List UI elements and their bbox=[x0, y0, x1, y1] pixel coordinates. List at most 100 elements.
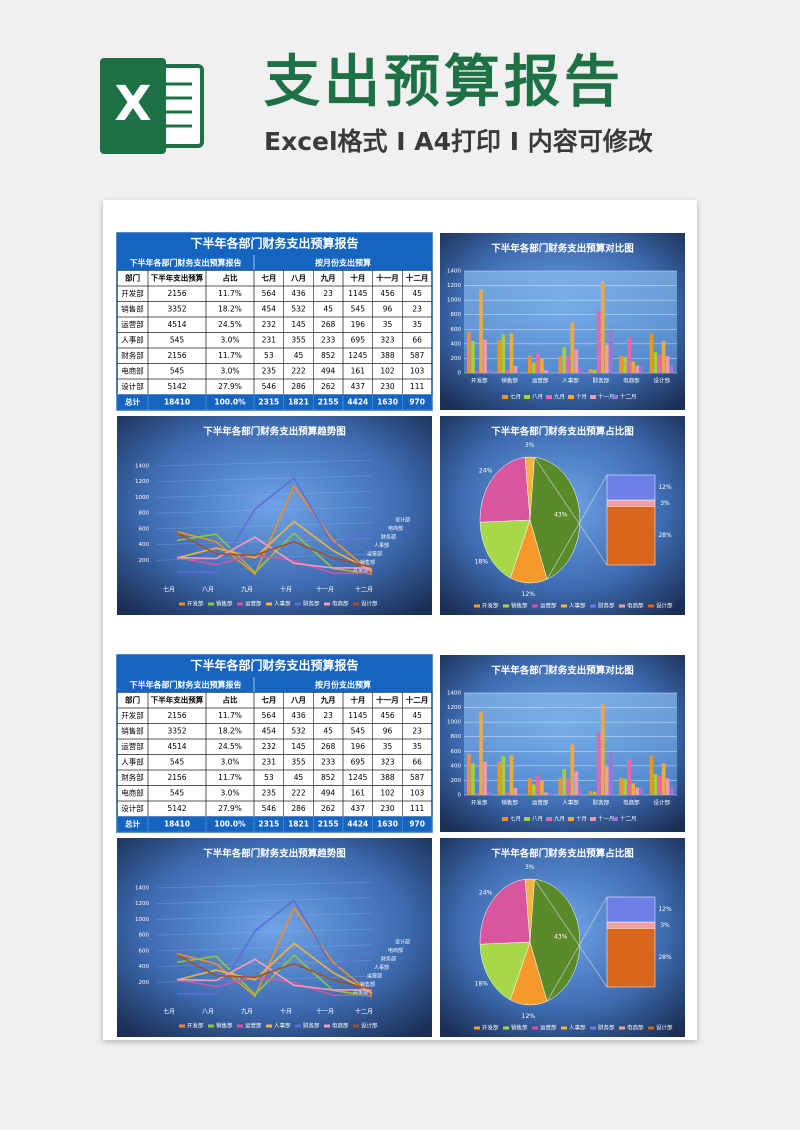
bar bbox=[517, 371, 522, 373]
chart-panel bbox=[117, 838, 432, 1037]
table-cell-text: 96 bbox=[383, 304, 393, 313]
depth-label: 电商部 bbox=[388, 947, 403, 954]
table-cell-text: 45 bbox=[323, 304, 333, 313]
bar bbox=[665, 778, 670, 795]
bar bbox=[467, 331, 471, 373]
excel-logo: X bbox=[100, 58, 204, 154]
legend-swatch bbox=[648, 1026, 654, 1030]
table-cell-text: 5142 bbox=[167, 382, 186, 391]
table-cell-text: 占比 bbox=[223, 694, 238, 704]
x-tick-label: 八月 bbox=[202, 587, 214, 594]
connector bbox=[546, 474, 608, 580]
table-cell-text: 2315 bbox=[258, 819, 279, 828]
table-cell-text: 2155 bbox=[318, 819, 339, 828]
table-cell-text: 2156 bbox=[167, 711, 186, 720]
legend-swatch bbox=[502, 817, 508, 821]
legend-swatch bbox=[208, 602, 214, 606]
bar bbox=[619, 355, 623, 373]
table-cell-text: 222 bbox=[291, 788, 306, 797]
table-cell-text: 24.5% bbox=[218, 742, 242, 751]
table-cell-text: 532 bbox=[291, 726, 306, 735]
connector bbox=[534, 457, 608, 566]
bar bbox=[635, 365, 640, 373]
bar-of-pie-segment bbox=[606, 474, 656, 501]
pie-label: 12% bbox=[522, 591, 536, 598]
bar bbox=[653, 352, 658, 373]
x-tick-label: 销售部 bbox=[501, 377, 518, 385]
grid-line bbox=[156, 928, 373, 936]
table-row-bg bbox=[117, 394, 432, 410]
table-cell-text: 456 bbox=[380, 711, 395, 720]
chart-title: 下半年各部门财务支出预算趋势图 bbox=[203, 426, 346, 438]
table-cell-text: 546 bbox=[262, 804, 277, 813]
bar-of-pie-segment bbox=[606, 921, 656, 929]
table-cell-text: 十二月 bbox=[406, 694, 429, 704]
depth-label: 设计部 bbox=[395, 939, 410, 946]
table-cell-text: 545 bbox=[170, 757, 185, 766]
table-cell-text: 564 bbox=[262, 289, 277, 298]
y-tick-label: 400 bbox=[451, 763, 462, 769]
chart-panel bbox=[117, 416, 432, 615]
bar bbox=[501, 334, 506, 373]
depth-label: 设计部 bbox=[395, 517, 410, 524]
table-cell-text: 545 bbox=[170, 366, 185, 375]
y-tick-label: 800 bbox=[451, 734, 462, 740]
table-cell-text: 45 bbox=[412, 711, 422, 720]
x-tick-label: 销售部 bbox=[501, 799, 518, 807]
line-series bbox=[176, 906, 373, 998]
chart-title: 下半年各部门财务支出预算占比图 bbox=[491, 426, 634, 438]
y-tick-label: 1000 bbox=[447, 720, 461, 726]
grid-line bbox=[156, 913, 373, 920]
legend-swatch bbox=[590, 817, 596, 821]
y-tick-label: 0 bbox=[458, 371, 462, 377]
legend-swatch bbox=[590, 395, 596, 399]
bar bbox=[566, 356, 571, 373]
table-cell-text: 355 bbox=[291, 335, 306, 344]
table-cell-text: 2155 bbox=[318, 397, 339, 406]
group-header-bg bbox=[117, 255, 432, 271]
legend-label: 八月 bbox=[532, 394, 543, 401]
grid-line bbox=[156, 538, 373, 545]
grid-line bbox=[156, 944, 373, 952]
table-cell-text: 1245 bbox=[348, 351, 367, 360]
table-cell-text: 262 bbox=[321, 382, 336, 391]
table-cell-text: 4514 bbox=[167, 742, 186, 751]
legend-label: 运营部 bbox=[245, 600, 262, 608]
legend-label: 财务部 bbox=[303, 1022, 320, 1030]
pie-label: 3% bbox=[525, 864, 535, 871]
pie-label: 18% bbox=[475, 980, 489, 987]
table-cell-text: 546 bbox=[262, 382, 277, 391]
table-cell-text: 355 bbox=[291, 757, 306, 766]
pie-label: 24% bbox=[479, 468, 493, 475]
line-series bbox=[176, 954, 373, 991]
legend-label: 电商部 bbox=[627, 602, 644, 610]
table-cell-text: 24.5% bbox=[218, 320, 242, 329]
table-row-bg bbox=[117, 816, 432, 832]
bar bbox=[513, 788, 518, 795]
bar bbox=[653, 774, 658, 795]
table-cell-text: 45 bbox=[412, 289, 422, 298]
line-series bbox=[176, 898, 373, 996]
bar bbox=[639, 365, 644, 373]
x-tick-label: 开发部 bbox=[471, 799, 488, 807]
grid-line bbox=[156, 881, 373, 889]
table-cell-text: 323 bbox=[380, 757, 395, 766]
table-cell-text: 286 bbox=[291, 804, 306, 813]
legend-swatch bbox=[561, 1026, 567, 1030]
legend-swatch bbox=[474, 604, 480, 608]
legend-swatch bbox=[353, 1024, 359, 1028]
legend-label: 十月 bbox=[576, 815, 587, 823]
pie-label: 18% bbox=[475, 558, 489, 565]
legend-swatch bbox=[561, 604, 567, 608]
table-cell-text: 494 bbox=[321, 788, 336, 797]
bar bbox=[497, 761, 502, 795]
bar bbox=[540, 358, 544, 373]
legend-label: 人事部 bbox=[569, 1024, 586, 1032]
pie-label: 43% bbox=[554, 511, 568, 518]
x-tick-label: 九月 bbox=[241, 586, 253, 594]
bar bbox=[635, 787, 640, 795]
bar bbox=[471, 763, 475, 795]
table-cell-text: 232 bbox=[262, 320, 277, 329]
depth-label: 开发部 bbox=[353, 568, 368, 575]
pie-slice bbox=[479, 879, 531, 945]
